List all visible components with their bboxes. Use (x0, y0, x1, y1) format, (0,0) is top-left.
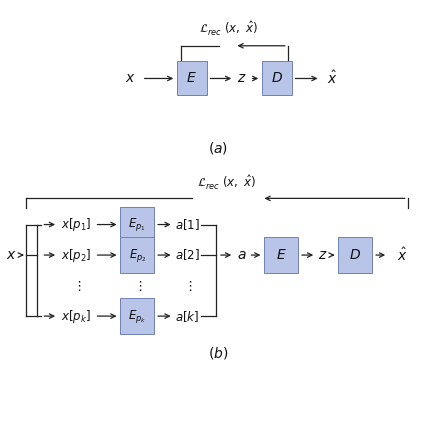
Text: $a[k]$: $a[k]$ (175, 309, 200, 324)
Text: $a[2]$: $a[2]$ (175, 248, 200, 262)
Text: $z$: $z$ (318, 248, 327, 262)
Text: $x[p_k]$: $x[p_k]$ (61, 308, 91, 324)
FancyBboxPatch shape (338, 237, 372, 273)
Text: $E_{p_1}$: $E_{p_1}$ (129, 216, 146, 233)
Text: $\hat{x}$: $\hat{x}$ (327, 70, 338, 87)
Text: $\vdots$: $\vdots$ (72, 279, 81, 293)
Text: $(b)$: $(b)$ (208, 345, 228, 361)
Text: $E_{p_2}$: $E_{p_2}$ (129, 247, 146, 263)
Text: $z$: $z$ (237, 72, 247, 85)
Text: $a[1]$: $a[1]$ (175, 217, 200, 232)
Text: $x[p_1]$: $x[p_1]$ (61, 216, 92, 233)
Text: $E_{p_k}$: $E_{p_k}$ (128, 308, 146, 324)
Text: $\vdots$: $\vdots$ (133, 279, 142, 293)
Text: $\vdots$: $\vdots$ (183, 279, 192, 293)
Text: $E$: $E$ (276, 248, 286, 262)
Text: $\hat{x}$: $\hat{x}$ (397, 246, 408, 264)
FancyBboxPatch shape (120, 207, 154, 242)
FancyBboxPatch shape (262, 61, 292, 95)
Text: $x$: $x$ (6, 248, 16, 262)
Text: $\mathcal{L}_{rec}\ (x,\ \hat{x})$: $\mathcal{L}_{rec}\ (x,\ \hat{x})$ (197, 174, 256, 192)
FancyBboxPatch shape (120, 298, 154, 334)
Text: $\mathcal{L}_{rec}\ (x,\ \hat{x})$: $\mathcal{L}_{rec}\ (x,\ \hat{x})$ (199, 20, 259, 38)
Text: $(a)$: $(a)$ (208, 140, 228, 156)
Text: $x$: $x$ (126, 72, 136, 85)
Text: $E$: $E$ (187, 72, 197, 85)
FancyBboxPatch shape (120, 237, 154, 273)
FancyBboxPatch shape (264, 237, 298, 273)
Text: $D$: $D$ (349, 248, 361, 262)
Text: $a$: $a$ (237, 248, 247, 262)
Text: $x[p_2]$: $x[p_2]$ (61, 247, 92, 263)
Text: $D$: $D$ (271, 72, 283, 85)
FancyBboxPatch shape (177, 61, 207, 95)
